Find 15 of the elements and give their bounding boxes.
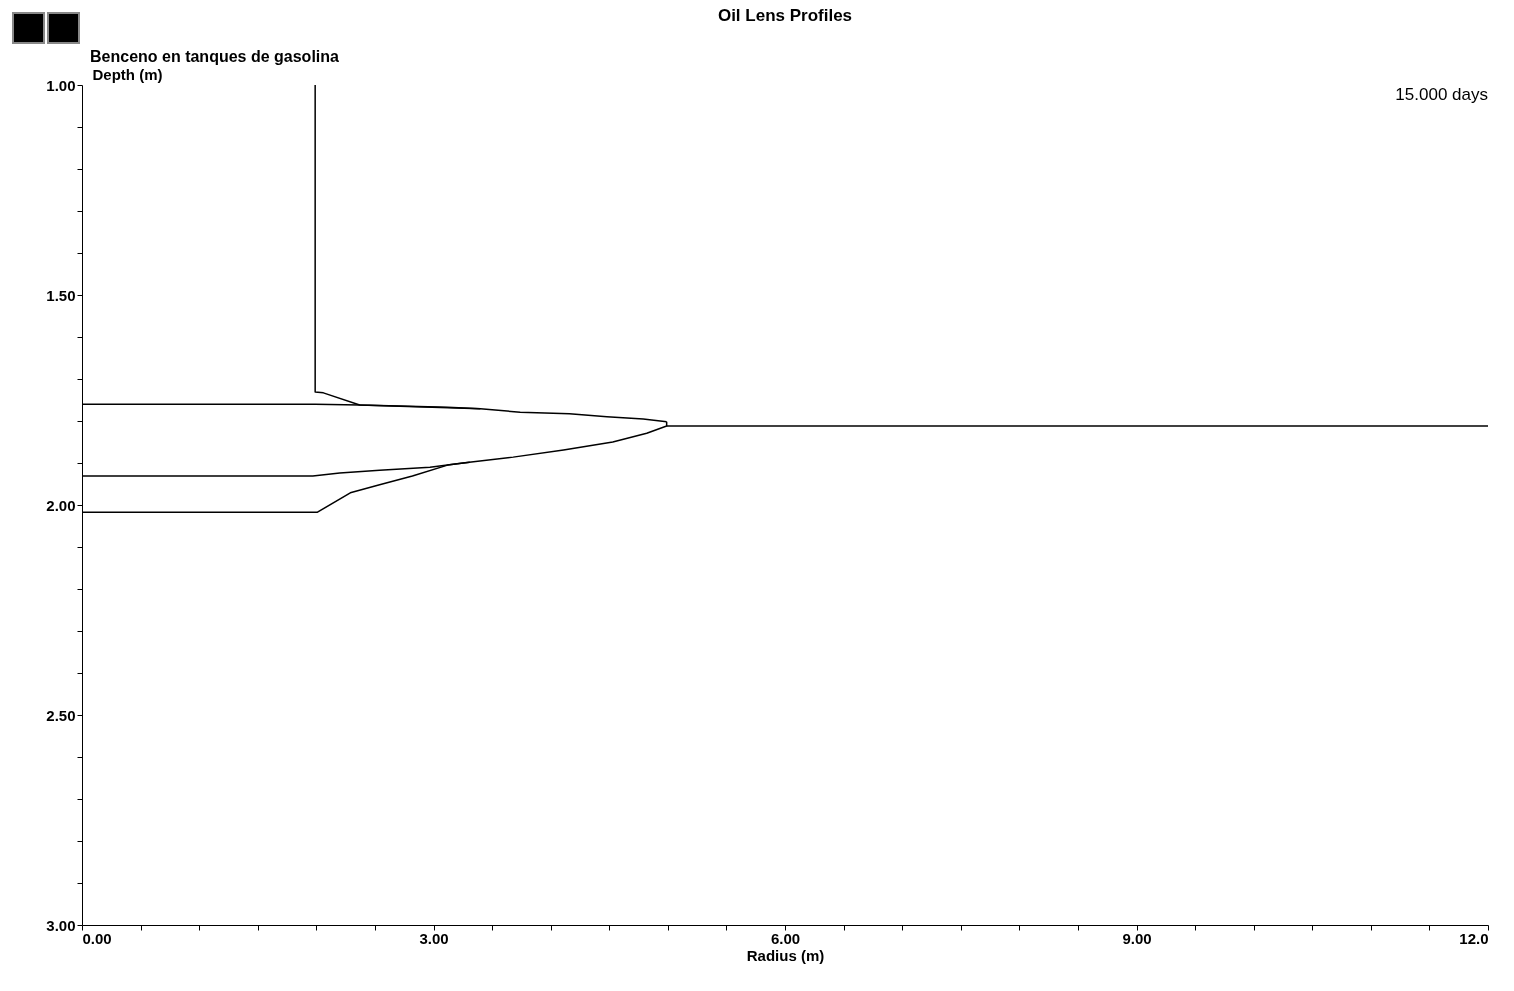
y-tick-label: 1.00 — [46, 76, 76, 94]
x-axis-title: Radius (m) — [746, 946, 825, 964]
x-tick-label: 3.00 — [419, 929, 449, 947]
x-tick-label: 9.00 — [1122, 929, 1152, 947]
y-tick-label: 3.00 — [46, 916, 76, 934]
y-tick-label: 2.00 — [46, 496, 76, 514]
x-tick-label: 6.00 — [770, 929, 801, 947]
y-tick-label: 2.50 — [46, 706, 76, 724]
annotation: 15.000 days — [1395, 85, 1488, 104]
y-axis-title: Depth (m) — [92, 65, 163, 83]
x-tick-label: 0.00 — [82, 929, 112, 947]
x-tick-label: 12.0 — [1459, 929, 1489, 947]
chart-title: Oil Lens Profiles — [717, 6, 853, 25]
y-tick-label: 1.50 — [46, 286, 76, 304]
chart-subtitle: Benceno en tanques de gasolina — [90, 48, 340, 65]
